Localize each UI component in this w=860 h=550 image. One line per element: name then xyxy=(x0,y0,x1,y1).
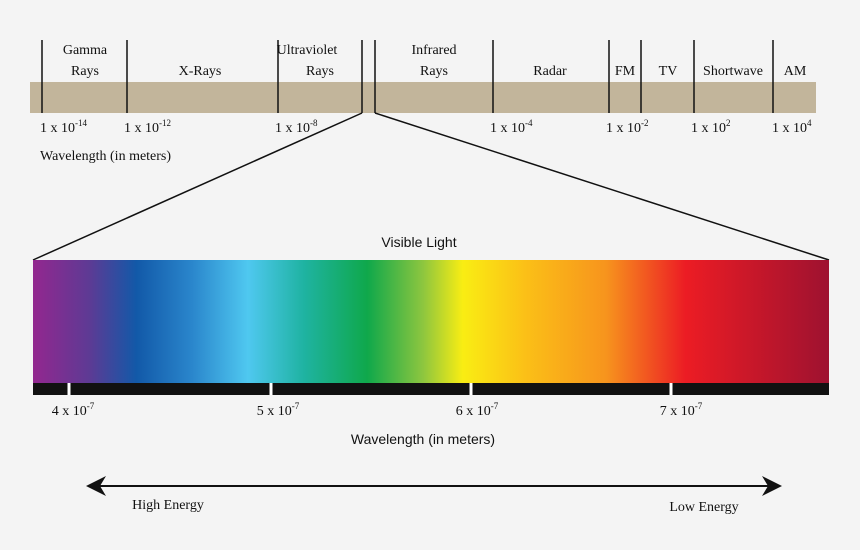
tick-base: 5 x 10 xyxy=(257,404,292,419)
tick-base: 1 x 10 xyxy=(691,121,726,136)
scale-bar xyxy=(33,383,829,395)
tick-exp: -7 xyxy=(87,401,95,411)
tick-exp: -7 xyxy=(695,401,703,411)
tick-base: 4 x 10 xyxy=(52,404,87,419)
tick-exp: -4 xyxy=(525,118,533,128)
axis-label: Wavelength (in meters) xyxy=(40,149,171,164)
band-dividers xyxy=(41,40,774,113)
band-label: Rays xyxy=(306,64,334,79)
tick-exp: -7 xyxy=(491,401,499,411)
tick-label: 1 x 10-12 xyxy=(124,118,171,136)
tick-base: 1 x 10 xyxy=(772,121,807,136)
axis-label: Wavelength (in meters) xyxy=(351,431,495,447)
tick-label: 4 x 10-7 xyxy=(52,401,95,419)
tick-label: 7 x 10-7 xyxy=(660,401,703,419)
tick-exp: -2 xyxy=(641,118,649,128)
tick-exp: -12 xyxy=(159,118,171,128)
tick-label: 1 x 10-8 xyxy=(275,118,318,136)
tick-label: 5 x 10-7 xyxy=(257,401,300,419)
visible-ticks: 4 x 10-7 5 x 10-7 6 x 10-7 7 x 10-7 xyxy=(52,401,703,419)
tick-label: 1 x 10-14 xyxy=(40,118,87,136)
band-label: Infrared xyxy=(411,43,456,58)
energy-label: Low Energy xyxy=(669,500,738,515)
tick-base: 6 x 10 xyxy=(456,404,491,419)
tick-exp: -8 xyxy=(310,118,318,128)
scale-ticks xyxy=(67,383,673,395)
tick-label: 1 x 102 xyxy=(691,118,731,136)
band-label: Gamma xyxy=(63,43,108,58)
spectrum-ticks: 1 x 10-14 1 x 10-12 1 x 10-8 1 x 10-4 1 … xyxy=(40,118,812,136)
band-label: AM xyxy=(784,64,807,79)
zoom-line xyxy=(32,112,363,261)
tick-base: 1 x 10 xyxy=(40,121,75,136)
tick-exp: -7 xyxy=(292,401,300,411)
tick-base: 1 x 10 xyxy=(275,121,310,136)
energy-label: High Energy xyxy=(132,498,204,513)
tick-base: 1 x 10 xyxy=(124,121,159,136)
visible-title: Visible Light xyxy=(381,234,456,250)
tick-label: 1 x 10-4 xyxy=(490,118,533,136)
visible-spectrum xyxy=(33,260,829,383)
tick-label: 1 x 104 xyxy=(772,118,812,136)
band-label: Ultraviolet xyxy=(277,43,338,58)
band-label: Radar xyxy=(533,64,567,79)
tick-label: 6 x 10-7 xyxy=(456,401,499,419)
tick-base: 1 x 10 xyxy=(490,121,525,136)
band-label: X-Rays xyxy=(179,64,222,79)
tick-base: 1 x 10 xyxy=(606,121,641,136)
tick-label: 1 x 10-2 xyxy=(606,118,649,136)
tick-base: 7 x 10 xyxy=(660,404,695,419)
tick-exp: 2 xyxy=(726,118,731,128)
band-labels: Gamma Rays X-Rays Ultraviolet Rays Infra… xyxy=(63,43,807,79)
tick-exp: 4 xyxy=(807,118,812,128)
band-label: Rays xyxy=(71,64,99,79)
band-label: Rays xyxy=(420,64,448,79)
band-label: FM xyxy=(615,64,636,79)
zoom-line xyxy=(374,112,830,261)
spectrum-band xyxy=(30,82,816,113)
band-label: TV xyxy=(659,64,678,79)
tick-exp: -14 xyxy=(75,118,87,128)
band-label: Shortwave xyxy=(703,64,763,79)
